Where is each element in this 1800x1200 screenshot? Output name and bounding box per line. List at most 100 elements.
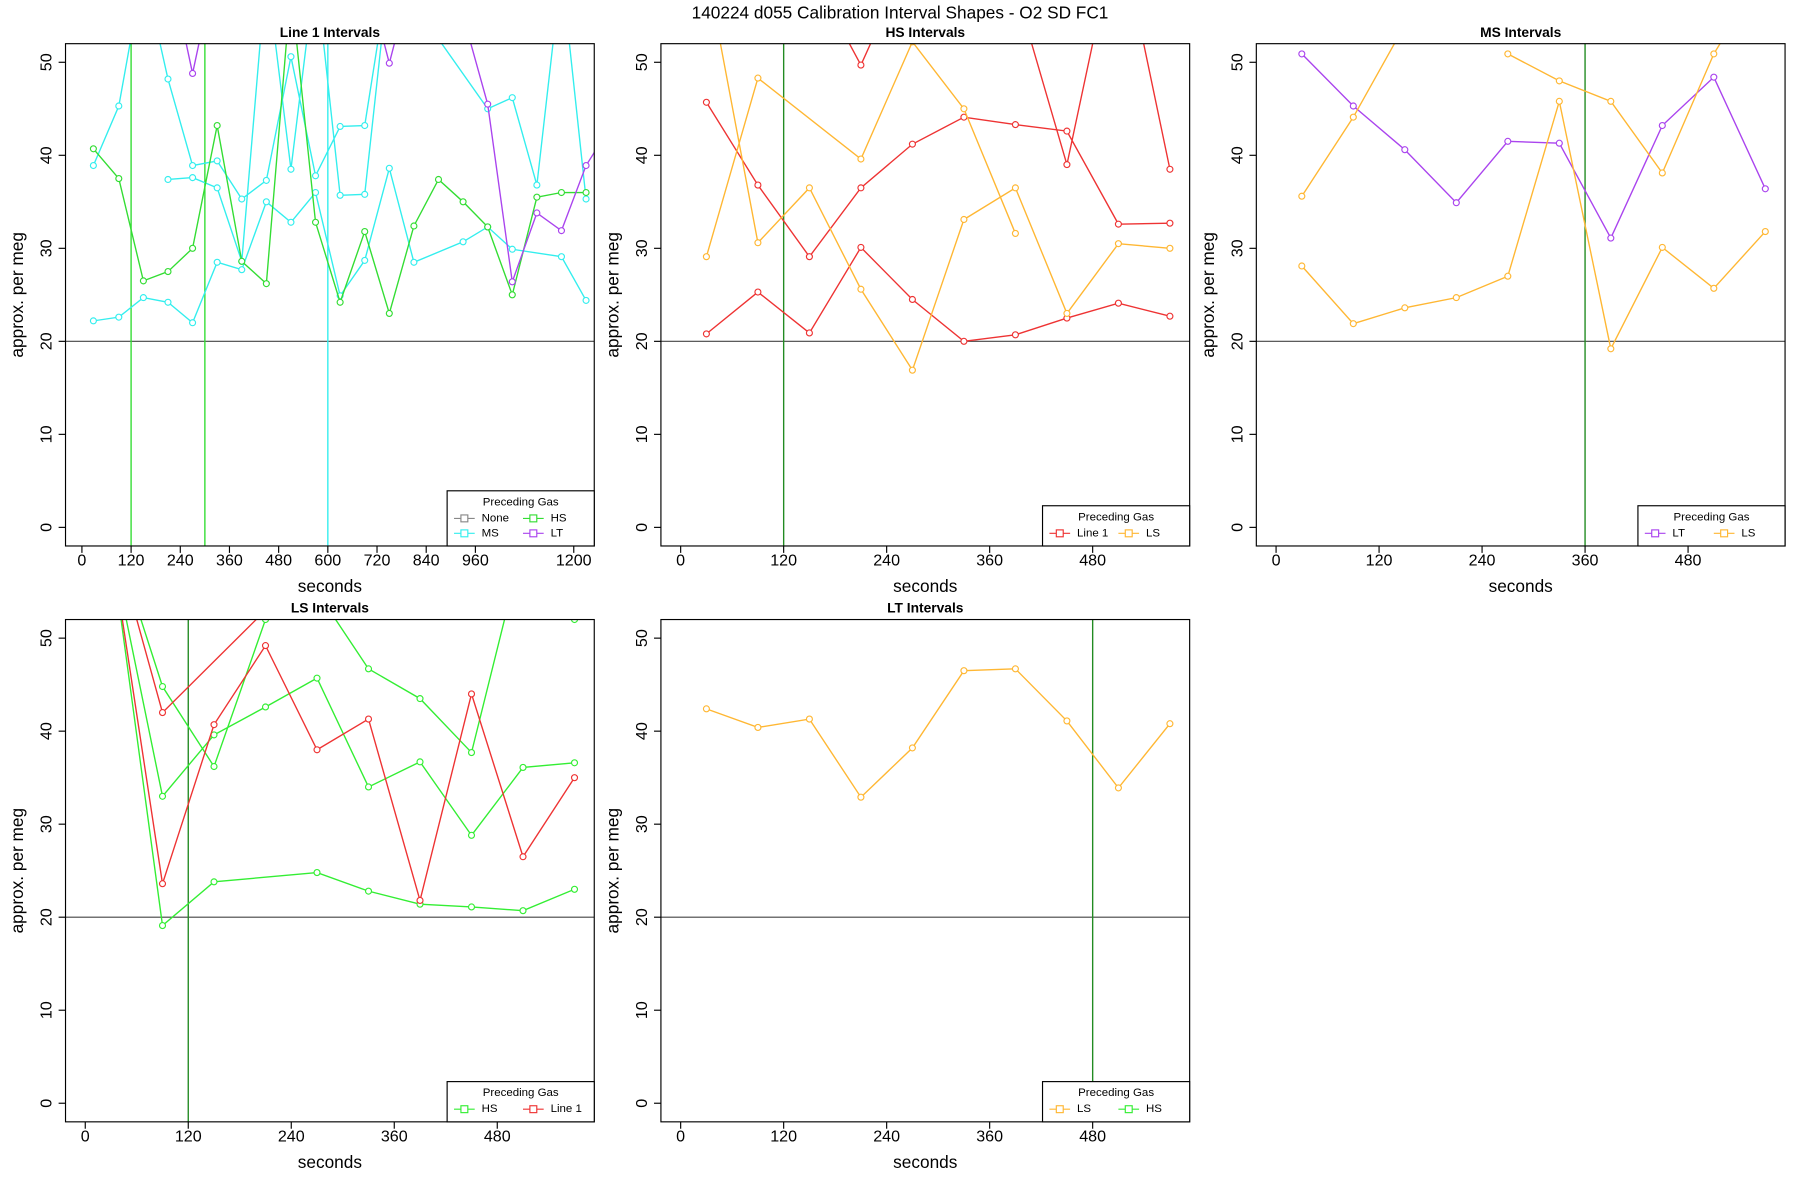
legend-swatch [1055,1105,1064,1114]
data-point [139,294,147,302]
data-point [108,542,114,548]
data-point [508,245,516,253]
data-point [1555,77,1563,85]
x-tick-label: 480 [1079,1127,1106,1145]
legend-title: Preceding Gas [1078,511,1154,523]
data-point [189,69,197,78]
plot-area [660,619,1190,1122]
data-point [1452,199,1460,207]
data-point [210,721,218,729]
data-point [857,61,865,69]
data-point [115,102,123,110]
legend-swatch [460,529,469,538]
data-point [238,195,246,203]
legend-label: MS [482,527,500,539]
data-point [336,191,344,199]
x-tick-label: 600 [314,552,341,570]
legend-title: Preceding Gas [1674,511,1750,523]
y-tick-label: 10 [1229,425,1247,443]
data-point [533,209,541,217]
legend-swatch [460,1105,469,1114]
legend-label: HS [482,1103,498,1115]
data-point [1607,97,1615,105]
data-point [1114,220,1122,228]
data-point [364,783,373,791]
data-point [1504,137,1512,145]
data-point [519,763,527,772]
x-tick-label: 0 [81,1127,90,1145]
data-point [158,708,167,717]
y-tick-label: 40 [633,146,651,164]
data-point [336,122,344,131]
x-tick-label: 1200 [556,552,592,570]
data-point [467,903,476,911]
figure-title: 140224 d055 Calibration Interval Shapes … [692,2,1109,22]
data-point [108,542,114,548]
y-tick-label: 20 [38,908,56,926]
x-axis-label: seconds [298,576,362,596]
x-tick-label: 720 [364,552,391,570]
data-point [313,746,321,754]
plot-frame [1255,43,1786,547]
data-point [702,330,710,338]
data-point [1166,312,1174,320]
legend-label: Line 1 [1077,527,1108,539]
legend-swatch [460,514,469,523]
y-tick-label: 30 [38,239,56,257]
y-tick-label: 0 [633,1099,651,1108]
data-point [361,256,369,264]
data-point [158,792,167,800]
data-point [410,258,418,266]
x-tick-label: 0 [77,552,86,570]
data-point [287,53,295,61]
data-point [1166,219,1174,227]
plot-frame [660,43,1191,547]
panel-title: HS Intervals [885,25,965,40]
data-point [263,607,269,613]
data-point [158,922,167,930]
data-point [361,190,369,198]
y-tick-label: 10 [633,425,651,443]
x-tick-label: 360 [1572,552,1599,570]
data-point [459,238,467,246]
data-point [805,184,813,192]
data-point [213,121,221,130]
data-point [164,175,172,184]
data-point [857,184,865,192]
data-point [533,181,541,189]
data-point [1504,272,1512,280]
data-point [261,642,270,650]
data-point [164,75,172,83]
data-point [754,723,762,732]
y-axis-label: approx. per meg [7,232,27,357]
x-tick-label: 240 [873,1127,900,1145]
data-point [213,184,221,192]
legend: Preceding Gas HS Line 1 [446,1081,595,1123]
data-point [570,885,579,893]
data-point [805,329,813,337]
x-tick-label: 840 [413,552,440,570]
y-tick-label: 40 [1229,146,1247,164]
plot-area [1256,43,1786,546]
series-line [705,43,1170,372]
data-point [1452,294,1460,302]
data-point [557,188,566,197]
data-point [202,13,208,19]
data-point [108,524,114,530]
data-point [1011,331,1019,339]
panel: LT Intervals 0 120 240 360 480 0 10 20 30 40 50 seco… [602,601,1191,1172]
y-tick-label: 50 [633,629,651,647]
legend-swatch [529,1105,538,1114]
data-point [89,317,97,325]
data-point [189,244,197,252]
data-point [313,868,321,877]
legend-label: LT [1672,527,1685,539]
data-point [213,258,221,266]
x-tick-label: 120 [770,1127,797,1145]
legend-swatch [1055,529,1064,538]
data-point [189,174,197,182]
x-tick-label: 960 [462,552,489,570]
data-point [702,705,710,713]
data-point [857,155,865,163]
data-point [754,181,762,189]
